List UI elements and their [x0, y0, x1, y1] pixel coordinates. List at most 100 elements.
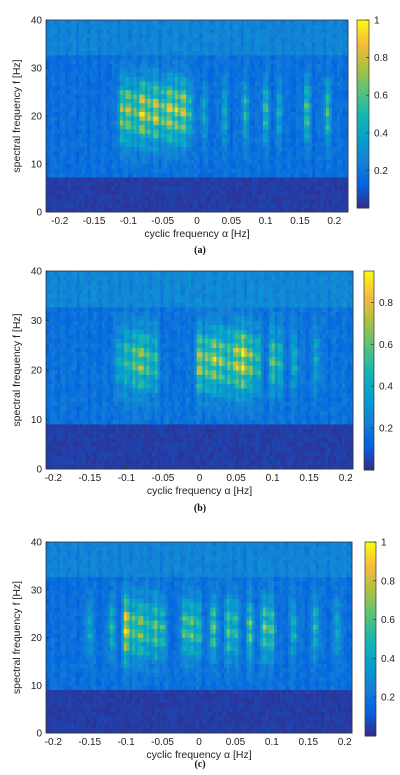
- heatmap-cell: [48, 159, 52, 165]
- heatmap-cell: [150, 37, 154, 43]
- heatmap-cell: [339, 102, 343, 108]
- heatmap-cell: [227, 120, 231, 126]
- heatmap-cell: [136, 68, 140, 73]
- heatmap-cell: [315, 129, 319, 134]
- heatmap-cell: [164, 142, 168, 147]
- heatmap-cell: [254, 76, 258, 82]
- heatmap-cell: [54, 72, 58, 78]
- heatmap-cell: [262, 177, 267, 182]
- heatmap-cell: [304, 50, 308, 56]
- heatmap-cell: [54, 111, 58, 117]
- heatmap-cell: [103, 98, 107, 104]
- heatmap-cell: [158, 33, 162, 38]
- heatmap-cell: [339, 59, 343, 65]
- heatmap-cell: [133, 63, 137, 69]
- heatmap-cell: [158, 89, 162, 95]
- heatmap-cell: [210, 203, 214, 209]
- heatmap-cell: [180, 85, 184, 91]
- heatmap-cell: [166, 133, 170, 139]
- heatmap-cell: [73, 164, 77, 169]
- heatmap-cell: [128, 20, 132, 25]
- heatmap-cell: [76, 94, 80, 99]
- heatmap-cell: [98, 76, 102, 82]
- heatmap-cell: [78, 102, 83, 108]
- heatmap-cell: [317, 207, 321, 213]
- heatmap-cell: [136, 124, 140, 130]
- heatmap-cell: [315, 68, 319, 73]
- heatmap-cell: [284, 146, 288, 152]
- heatmap-cell: [249, 137, 253, 143]
- heatmap-cell: [150, 89, 154, 95]
- heatmap-cell: [84, 68, 88, 73]
- heatmap-cell: [51, 181, 55, 187]
- heatmap-cell: [161, 37, 165, 43]
- heatmap-cell: [84, 194, 88, 200]
- heatmap-cell: [183, 159, 187, 165]
- heatmap-cell: [326, 63, 330, 69]
- heatmap-cell: [295, 142, 299, 147]
- heatmap-cell: [87, 137, 91, 143]
- heatmap-cell: [191, 102, 195, 108]
- heatmap-cell: [125, 111, 129, 117]
- heatmap-cell: [216, 207, 220, 213]
- heatmap-cell: [227, 168, 231, 174]
- heatmap-cell: [117, 181, 121, 187]
- heatmap-cell: [62, 137, 66, 143]
- heatmap-cell: [161, 72, 165, 78]
- heatmap-cell: [293, 142, 297, 147]
- heatmap-cell: [51, 98, 55, 104]
- heatmap-cell: [180, 177, 184, 182]
- heatmap-cell: [98, 94, 102, 99]
- heatmap-cell: [136, 111, 140, 117]
- heatmap-cell: [309, 168, 313, 174]
- heatmap-cell: [56, 81, 61, 86]
- heatmap-cell: [84, 63, 88, 69]
- heatmap-cell: [73, 98, 77, 104]
- heatmap-cell: [334, 81, 338, 86]
- heatmap-cell: [254, 46, 258, 51]
- heatmap-cell: [128, 124, 132, 130]
- heatmap-cell: [265, 59, 269, 65]
- heatmap-cell: [84, 98, 88, 104]
- heatmap-cell: [46, 111, 50, 117]
- heatmap-cell: [188, 155, 192, 161]
- heatmap-cell: [54, 177, 58, 182]
- heatmap-cell: [67, 28, 72, 34]
- heatmap-cell: [229, 24, 234, 30]
- heatmap-cell: [331, 94, 335, 99]
- heatmap-cell: [51, 41, 55, 47]
- heatmap-cell: [81, 133, 85, 139]
- heatmap-cell: [139, 164, 143, 169]
- heatmap-cell: [331, 155, 335, 161]
- heatmap-cell: [262, 120, 267, 126]
- heatmap-cell: [334, 137, 338, 143]
- heatmap-cell: [144, 185, 148, 191]
- heatmap-cell: [65, 194, 69, 200]
- heatmap-cell: [191, 203, 195, 209]
- heatmap-cell: [257, 172, 261, 178]
- heatmap-cell: [243, 24, 247, 30]
- heatmap-cell: [342, 102, 346, 108]
- heatmap-cell: [117, 203, 121, 209]
- heatmap-cell: [293, 172, 297, 178]
- heatmap-cell: [199, 172, 203, 178]
- heatmap-cell: [153, 59, 157, 65]
- heatmap-cell: [76, 168, 80, 174]
- heatmap-cell: [161, 46, 165, 51]
- heatmap-cell: [317, 20, 321, 25]
- heatmap-cell: [109, 107, 113, 113]
- heatmap-cell: [76, 146, 80, 152]
- colorbar-segment: [357, 101, 369, 106]
- heatmap-cell: [342, 129, 346, 134]
- heatmap-cell: [339, 207, 343, 213]
- heatmap-cell: [205, 72, 209, 78]
- heatmap-cell: [334, 54, 338, 60]
- heatmap-cell: [298, 41, 302, 47]
- heatmap-cell: [191, 150, 195, 156]
- heatmap-cell: [240, 159, 245, 165]
- heatmap-cell: [109, 168, 113, 174]
- heatmap-cell: [328, 164, 332, 169]
- heatmap-cell: [295, 146, 299, 152]
- heatmap-cell: [180, 203, 184, 209]
- heatmap-cell: [290, 155, 294, 161]
